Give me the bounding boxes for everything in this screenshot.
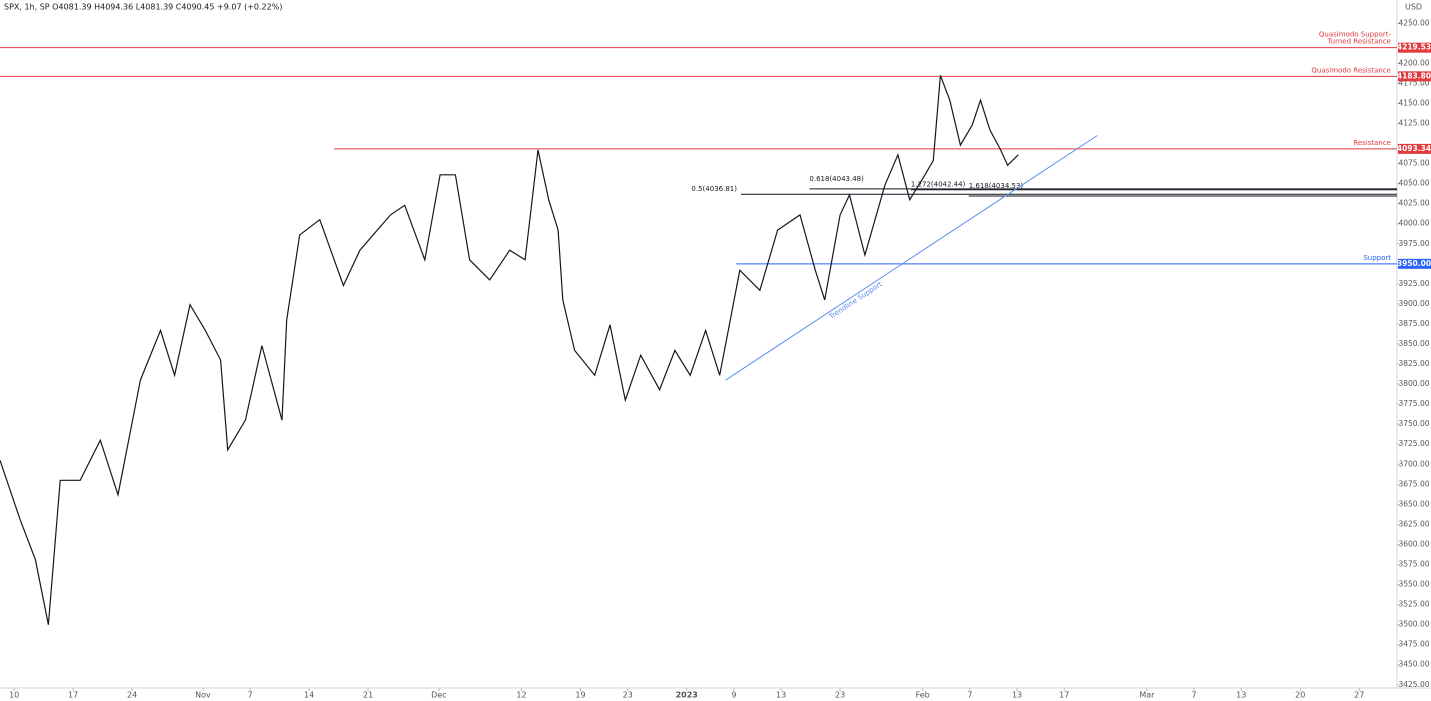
- x-tick-label: 9: [731, 691, 736, 700]
- fib-label: 0.618(4043.48): [809, 175, 864, 183]
- y-tick-label: 4025.00: [1398, 199, 1429, 208]
- x-tick-label: Feb: [916, 691, 930, 700]
- x-tick-label: 14: [304, 691, 314, 700]
- y-tick-label: 3425.00: [1398, 680, 1429, 689]
- y-tick-label: 3475.00: [1398, 640, 1429, 649]
- y-tick-label: 3500.00: [1398, 620, 1429, 629]
- y-tick-label: 4200.00: [1398, 58, 1429, 67]
- y-tick-label: 3975.00: [1398, 239, 1429, 248]
- x-tick-label: 13: [1236, 691, 1246, 700]
- y-unit: USD: [1405, 3, 1422, 12]
- y-tick-label: 3925.00: [1398, 279, 1429, 288]
- level-name: Resistance: [1353, 139, 1391, 147]
- level-name: Quasimodo Support-: [1319, 31, 1392, 39]
- x-tick-label: 13: [776, 691, 786, 700]
- x-tick-label: 24: [127, 691, 137, 700]
- y-tick-label: 3650.00: [1398, 499, 1429, 508]
- y-tick-label: 3525.00: [1398, 600, 1429, 609]
- y-tick-label: 3575.00: [1398, 560, 1429, 569]
- x-tick-label: 17: [68, 691, 78, 700]
- level-name: Support: [1363, 254, 1391, 262]
- x-tick-label: Mar: [1139, 691, 1155, 700]
- y-tick-label: 3775.00: [1398, 399, 1429, 408]
- y-tick-label: 3825.00: [1398, 359, 1429, 368]
- x-tick-label: 7: [967, 691, 972, 700]
- price-box-label: 4093.34: [1397, 144, 1431, 153]
- fib-label: 1.272(4042.44): [911, 181, 966, 189]
- level-name: Quasimodo Resistance: [1311, 66, 1391, 74]
- price-box: [1398, 71, 1431, 82]
- x-tick-label: 21: [363, 691, 373, 700]
- x-tick-label: 2023: [676, 691, 698, 700]
- x-tick-label: Dec: [431, 691, 446, 700]
- y-tick-label: 3700.00: [1398, 459, 1429, 468]
- price-box: [1398, 42, 1431, 53]
- fib-label: 1.618(4034.53): [969, 182, 1024, 190]
- y-tick-label: 4050.00: [1398, 179, 1429, 188]
- y-tick-label: 3750.00: [1398, 419, 1429, 428]
- x-tick-label: 27: [1354, 691, 1364, 700]
- y-tick-label: 4075.00: [1398, 159, 1429, 168]
- trendline: [725, 135, 1098, 381]
- x-tick-label: 19: [575, 691, 585, 700]
- y-tick-label: 4175.00: [1398, 78, 1429, 87]
- y-tick-label: 3800.00: [1398, 379, 1429, 388]
- x-tick-label: 23: [623, 691, 633, 700]
- y-tick-label: 4150.00: [1398, 98, 1429, 107]
- x-tick-label: 20: [1295, 691, 1305, 700]
- price-box-label: 3950.00: [1397, 259, 1431, 268]
- y-tick-label: 4250.00: [1398, 18, 1429, 27]
- y-tick-label: 3675.00: [1398, 479, 1429, 488]
- y-tick-label: 3450.00: [1398, 660, 1429, 669]
- price-box-label: 4183.80: [1397, 71, 1431, 80]
- y-tick-label: 4000.00: [1398, 219, 1429, 228]
- y-tick-label: 3725.00: [1398, 439, 1429, 448]
- x-tick-label: 12: [516, 691, 526, 700]
- price-box: [1398, 258, 1431, 269]
- level-name: Turned Resistance: [1326, 38, 1391, 46]
- price-line: [0, 75, 1019, 625]
- x-tick-label: 17: [1059, 691, 1069, 700]
- header: SPX, 1h, SP O4081.39 H4094.36 L4081.39 C…: [4, 3, 282, 12]
- x-tick-label: 7: [248, 691, 253, 700]
- y-tick-label: 3875.00: [1398, 319, 1429, 328]
- price-box-label: 4219.53: [1397, 43, 1431, 52]
- x-tick-label: 13: [1012, 691, 1022, 700]
- y-tick-label: 3600.00: [1398, 539, 1429, 548]
- y-tick-label: 3850.00: [1398, 339, 1429, 348]
- x-tick-label: 7: [1192, 691, 1197, 700]
- x-tick-label: 23: [835, 691, 845, 700]
- x-tick-label: 10: [9, 691, 19, 700]
- x-tick-label: Nov: [195, 691, 211, 700]
- price-box: [1398, 143, 1431, 154]
- y-tick-label: 3550.00: [1398, 580, 1429, 589]
- fib-label: 0.5(4036.81): [691, 185, 737, 193]
- y-tick-label: 4125.00: [1398, 118, 1429, 127]
- y-tick-label: 3900.00: [1398, 299, 1429, 308]
- y-tick-label: 3625.00: [1398, 519, 1429, 528]
